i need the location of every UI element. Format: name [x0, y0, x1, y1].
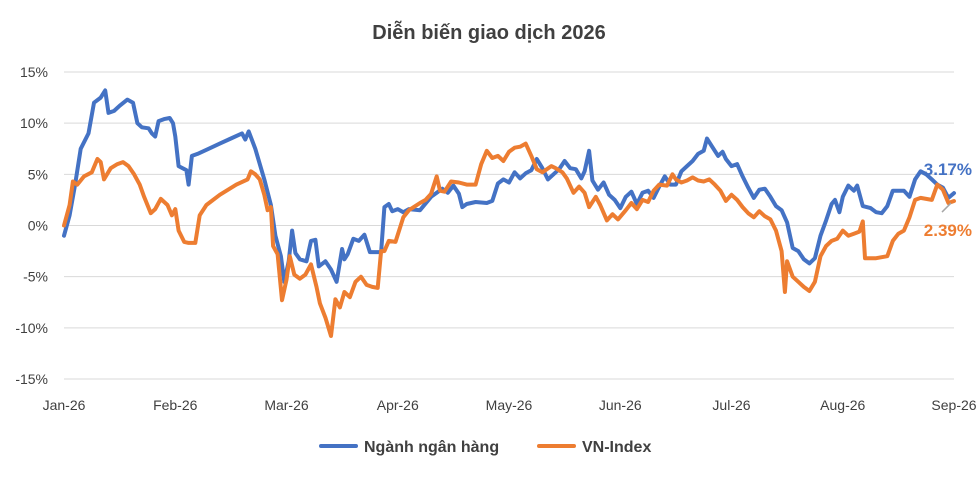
- y-tick-label: 5%: [28, 166, 48, 182]
- legend-label: Ngành ngân hàng: [364, 439, 499, 456]
- x-tick-label: Feb-26: [153, 397, 198, 413]
- x-tick-label: Sep-26: [931, 397, 976, 413]
- x-tick-label: Apr-26: [377, 397, 419, 413]
- y-tick-label: 10%: [20, 115, 48, 131]
- y-tick-label: -10%: [15, 320, 48, 336]
- x-axis-ticks: Jan-26 Feb-26 Mar-26 Apr-26 May-26 Jun-26 Jul-…: [43, 397, 977, 413]
- y-tick-label: 15%: [20, 64, 48, 80]
- y-tick-label: -5%: [23, 269, 48, 285]
- x-tick-label: Jan-26: [43, 397, 86, 413]
- y-axis-ticks: 15% 10% 5% 0% -5% -10% -15%: [15, 64, 48, 387]
- end-label-vn-index: 2.39%: [924, 221, 972, 240]
- x-tick-label: Mar-26: [264, 397, 309, 413]
- legend-label: VN-Index: [582, 439, 651, 456]
- x-tick-label: May-26: [486, 397, 533, 413]
- y-tick-label: 0%: [28, 218, 48, 234]
- y-tick-label: -15%: [15, 371, 48, 387]
- chart-title: Diễn biến giao dịch 2026: [372, 20, 605, 44]
- series-line-vn-index: [62, 141, 956, 338]
- series-lines: [62, 88, 956, 338]
- series-line-nganh-ngan-hang: [62, 88, 956, 284]
- end-label-nganh-ngan-hang: 3.17%: [924, 160, 972, 179]
- x-tick-label: Jul-26: [712, 397, 750, 413]
- end-labels: 3.17% 2.39%: [924, 160, 972, 240]
- x-tick-label: Aug-26: [820, 397, 865, 413]
- x-tick-label: Jun-26: [599, 397, 642, 413]
- gridlines: [64, 71, 954, 380]
- legend: Ngành ngân hàng VN-Index: [319, 439, 651, 456]
- end-label-leader: [941, 202, 952, 213]
